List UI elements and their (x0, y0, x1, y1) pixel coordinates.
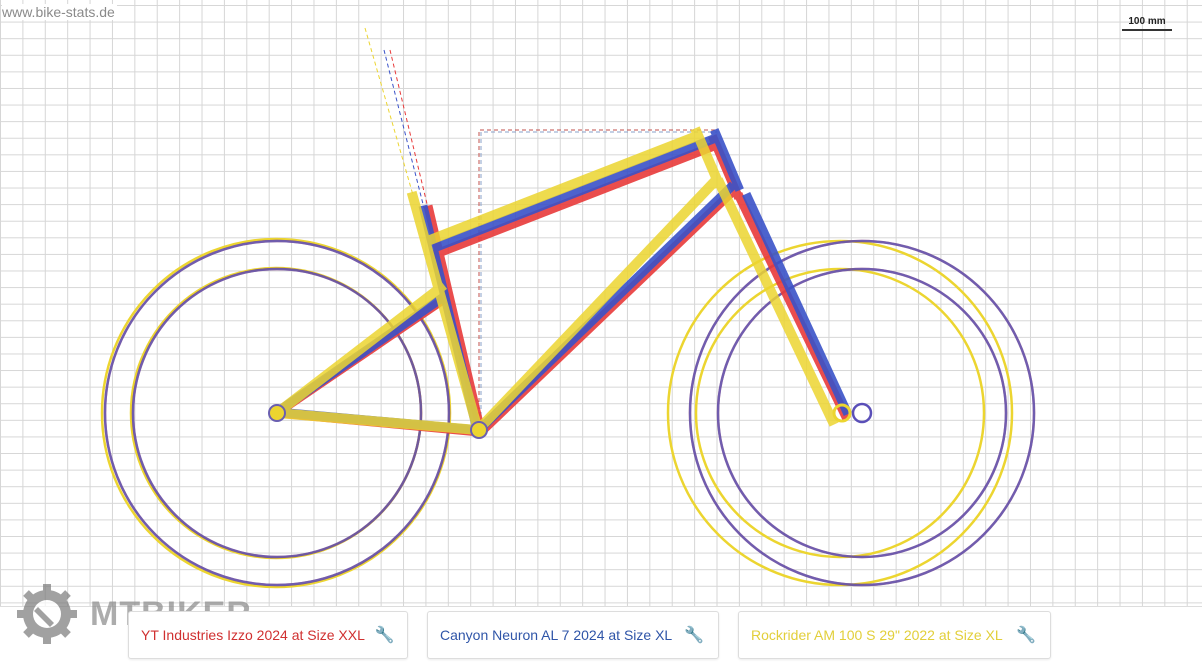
scale-bar: 100 mm (1122, 16, 1172, 31)
blue-rear-wheel-outer (103, 239, 451, 587)
scale-line (1122, 29, 1172, 31)
gear-logo-icon (17, 584, 77, 644)
yellow-top-tube (423, 129, 704, 247)
red-seatpost-extension (389, 49, 429, 209)
wrench-icon[interactable]: 🔧 (684, 627, 704, 644)
red-stack-reach (478, 129, 715, 430)
blue-fork (742, 192, 852, 416)
yellow-down-tube (470, 172, 724, 438)
blue-stack-reach (480, 131, 717, 430)
yellow-head-tube (690, 126, 725, 189)
bottom-bracket (470, 421, 488, 439)
yellow-front-wheel-inner (694, 267, 986, 559)
bike-label: Canyon Neuron AL 7 2024 at Size XL (440, 627, 673, 643)
bike-label: Rockrider AM 100 S 29" 2022 at Size XL (751, 627, 1003, 643)
red-front-wheel-inner (716, 267, 1008, 559)
legend-bike-yt-izzo[interactable]: YT Industries Izzo 2024 at Size XXL 🔧 (128, 611, 408, 659)
legend-bike-rockrider[interactable]: Rockrider AM 100 S 29" 2022 at Size XL 🔧 (738, 611, 1051, 659)
wrench-icon[interactable]: 🔧 (1016, 627, 1036, 644)
blue-top-tube (428, 132, 722, 254)
scale-label: 100 mm (1128, 16, 1166, 27)
yellow-seatpost-extension (364, 27, 414, 196)
bike-geometry-overlay (100, 27, 1036, 589)
yellow-chainstay (271, 407, 484, 436)
legend-bike-canyon-neuron[interactable]: Canyon Neuron AL 7 2024 at Size XL 🔧 (427, 611, 719, 659)
red-front-wheel-outer (688, 239, 1036, 587)
blue-front-wheel-inner (716, 267, 1008, 559)
blue-rear-wheel-inner (131, 267, 423, 559)
source-watermark: www.bike-stats.de (2, 4, 117, 20)
wrench-icon[interactable]: 🔧 (374, 627, 395, 644)
rear-axle (268, 404, 286, 422)
yellow-front-wheel-outer (666, 239, 1014, 587)
yellow-seatstay (269, 280, 448, 421)
red-top-tube (430, 140, 720, 260)
blue-front-wheel-outer (688, 239, 1036, 587)
blue-seatpost-extension (383, 49, 425, 209)
yellow-fork (713, 177, 839, 427)
yellow-front-axle (832, 403, 852, 423)
blue-head-tube (710, 128, 744, 192)
bike-label: YT Industries Izzo 2024 at Size XXL (141, 627, 365, 643)
front-axle (851, 402, 873, 424)
yellow-seat-tube (406, 190, 485, 437)
